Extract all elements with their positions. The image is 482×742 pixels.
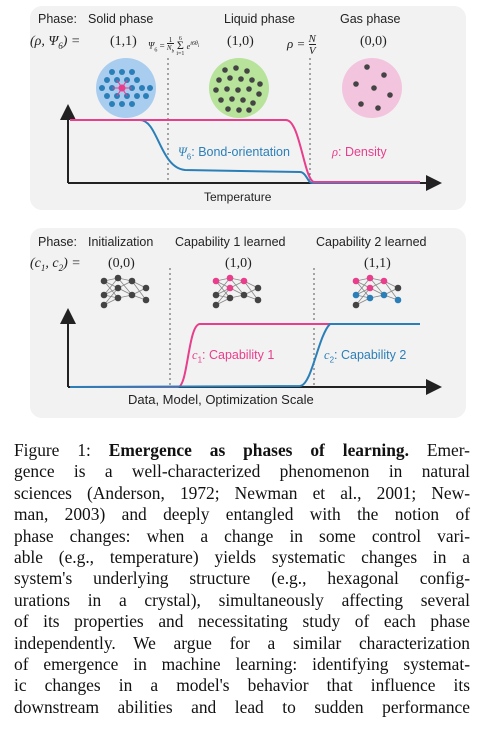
gas-phase-label: Gas phase (340, 12, 401, 26)
caption-line: of emergence in machine learning: identi… (14, 653, 470, 674)
liquid-phase-value: (1,0) (227, 34, 254, 49)
initialization-phase-label: Initialization (88, 235, 154, 249)
caption-text-0: Emer- (426, 440, 470, 460)
phase-row-label: Phase: (38, 12, 77, 26)
psi-curve (70, 119, 420, 184)
bottom-chart-axes (60, 308, 442, 395)
capability2-value: (1,1) (364, 256, 391, 271)
caption-line: system's underlying structure (e.g., hex… (14, 568, 470, 589)
phase-row-label-2: Phase: (38, 235, 77, 249)
caption-title: Emergence as phases of learning. (108, 440, 409, 460)
c2-curve (69, 323, 420, 388)
capability1-value: (1,0) (225, 256, 252, 271)
scale-axis-label: Data, Model, Optimization Scale (128, 392, 314, 407)
rho-curve-label: ρ: Density (332, 145, 387, 159)
initialization-value: (0,0) (108, 256, 135, 271)
gas-phase-value: (0,0) (360, 34, 387, 49)
c1-c2-param-label: (c1, c2) = (30, 256, 81, 273)
caption-line: downstream abilities and lead to sudden … (14, 696, 470, 717)
c1-curve-label: c1: Capability 1 (192, 348, 275, 365)
solid-phase-lattice (96, 58, 156, 118)
caption-line: phase changes: when a change in some con… (14, 525, 470, 546)
caption-line: urations in a crystal), simultaneously a… (14, 589, 470, 610)
caption-prefix: Figure 1: (14, 440, 91, 460)
psi-curve-label: Ψ6: Bond-orientation (178, 145, 290, 162)
gas-phase-particles (342, 58, 402, 118)
top-chart-axes (60, 104, 442, 191)
rho-curve (70, 119, 420, 183)
caption-line-1: Figure 1: Emergence as phases of learnin… (14, 440, 470, 461)
liquid-phase-particles (209, 58, 269, 118)
c2-curve-label: c2: Capability 2 (324, 348, 407, 365)
capability2-phase-label: Capability 2 learned (316, 235, 427, 249)
temperature-axis-label: Temperature (204, 190, 272, 204)
solid-phase-value: (1,1) (110, 34, 137, 49)
c1-curve (70, 323, 420, 388)
solid-phase-label: Solid phase (88, 12, 154, 26)
figure-caption: Figure 1: Emergence as phases of learnin… (14, 440, 470, 718)
liquid-phase-label: Liquid phase (224, 12, 295, 26)
network-icon-init (100, 274, 150, 309)
network-icon-capability2 (352, 274, 402, 309)
rho-psi-param-label: (ρ, Ψ6) = (30, 34, 81, 51)
caption-line: gence is a well-characterized phenomenon… (14, 461, 470, 482)
caption-line: of its properties and necessitating stud… (14, 611, 470, 632)
caption-line: man, 2003) and deeply entangled with the… (14, 504, 470, 525)
caption-line: sciences (Anderson, 1972; Newman et al.,… (14, 482, 470, 503)
capability1-phase-label: Capability 1 learned (175, 235, 286, 249)
network-icon-capability1 (212, 274, 262, 309)
caption-line: ic changes in a model's behavior that in… (14, 675, 470, 696)
caption-line: able (e.g., temperature) yields systemat… (14, 546, 470, 567)
caption-line: independently. We argue for a similar ch… (14, 632, 470, 653)
